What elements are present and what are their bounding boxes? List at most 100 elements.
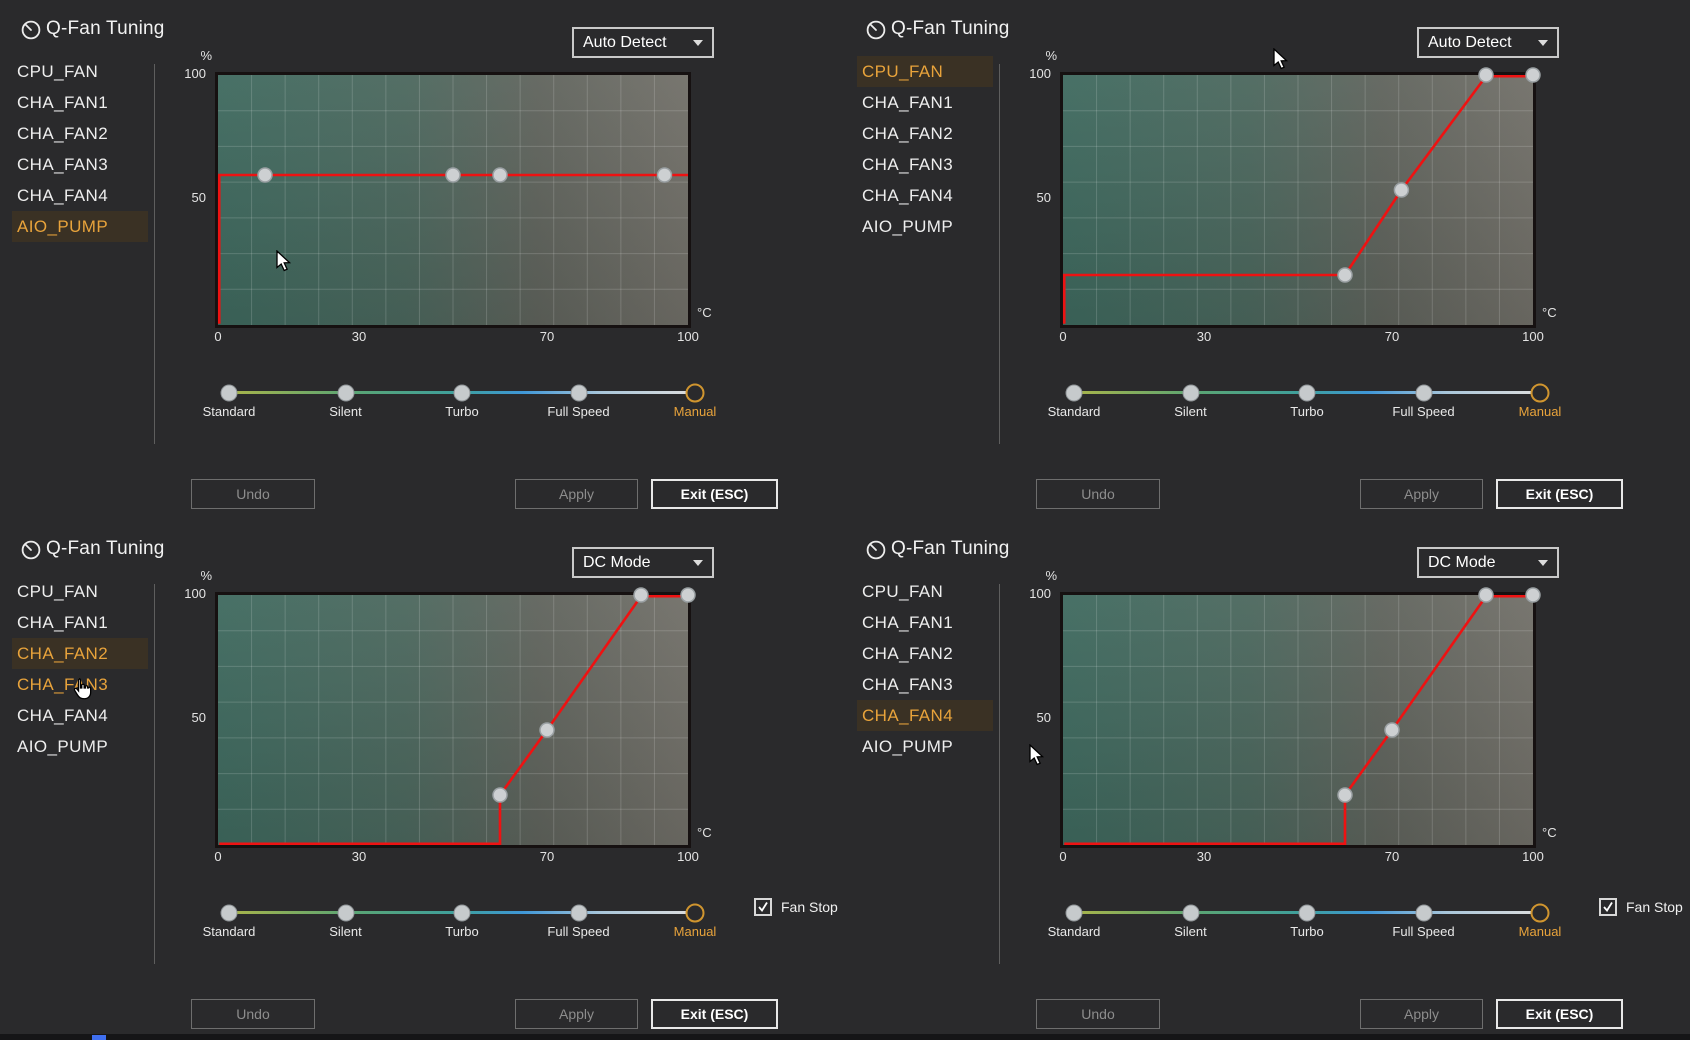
fan-list-item-cha_fan1[interactable]: CHA_FAN1 [17, 93, 109, 112]
curve-point[interactable] [1393, 182, 1410, 198]
profile-stop-turbo[interactable] [1298, 384, 1316, 401]
fan-stop-checkbox[interactable] [1599, 898, 1617, 916]
fan-list-item-cha_fan2[interactable]: CHA_FAN2 [862, 124, 954, 143]
mode-dropdown[interactable]: DC Mode [1417, 547, 1559, 578]
exit-button[interactable]: Exit (ESC) [651, 479, 778, 509]
profile-label-full-speed: Full Speed [547, 924, 610, 939]
profile-stop-manual[interactable] [685, 383, 705, 402]
qfan-panel-bottom-left: Q-Fan Tuning CPU_FAN CHA_FAN1 CHA_FAN2 CHA_… [0, 520, 845, 1040]
fan-list-item-cha_fan3[interactable]: CHA_FAN3 [17, 675, 109, 694]
fan-list: CPU_FAN CHA_FAN1 CHA_FAN2 CHA_FAN3 CHA_FAN4 A… [12, 56, 148, 242]
curve-point[interactable] [680, 587, 696, 603]
x-tick-100: 100 [1522, 329, 1544, 344]
exit-button[interactable]: Exit (ESC) [651, 999, 778, 1029]
profile-stop-silent[interactable] [1182, 904, 1199, 921]
profile-stop-turbo[interactable] [453, 384, 471, 401]
fan-list-item-aio_pump[interactable]: AIO_PUMP [12, 211, 148, 242]
curve-point[interactable] [1525, 67, 1541, 83]
curve-point[interactable] [1337, 267, 1353, 283]
fan-list-item-cpu_fan[interactable]: CPU_FAN [857, 56, 993, 87]
curve-point[interactable] [445, 167, 461, 183]
profile-stop-full-speed[interactable] [1415, 384, 1432, 401]
curve-point[interactable] [1478, 587, 1494, 603]
profile-stop-manual[interactable] [1530, 903, 1550, 922]
profile-stop-silent[interactable] [337, 384, 354, 401]
profile-stop-standard[interactable] [1065, 384, 1083, 401]
fan-list-item-cha_fan3[interactable]: CHA_FAN3 [862, 155, 954, 174]
fan-curve-chart[interactable] [1060, 67, 1541, 328]
curve-point[interactable] [492, 787, 508, 803]
curve-point[interactable] [539, 722, 555, 738]
fan-list-item-cha_fan1[interactable]: CHA_FAN1 [862, 93, 954, 112]
profile-stop-silent[interactable] [1182, 384, 1199, 401]
apply-button[interactable]: Apply [1360, 479, 1483, 509]
fan-list-item-cha_fan2[interactable]: CHA_FAN2 [17, 124, 109, 143]
fan-list-item-cha_fan1[interactable]: CHA_FAN1 [862, 613, 954, 632]
qfan-gauge-icon [865, 19, 887, 41]
fan-list-item-cha_fan4[interactable]: CHA_FAN4 [17, 186, 109, 205]
chevron-down-icon [1538, 560, 1548, 566]
undo-button[interactable]: Undo [191, 479, 315, 509]
profile-stop-full-speed[interactable] [1415, 904, 1432, 921]
y-tick-50: 50 [191, 190, 206, 205]
fan-list-item-cha_fan4[interactable]: CHA_FAN4 [857, 700, 993, 731]
mode-dropdown[interactable]: DC Mode [572, 547, 714, 578]
undo-button[interactable]: Undo [1036, 999, 1160, 1029]
fan-list-item-aio_pump[interactable]: AIO_PUMP [862, 217, 954, 236]
profile-stop-standard[interactable] [220, 384, 238, 401]
profile-stop-turbo[interactable] [453, 904, 471, 921]
undo-button[interactable]: Undo [1036, 479, 1160, 509]
panel-title: Q-Fan Tuning [891, 538, 1010, 559]
mode-dropdown[interactable]: Auto Detect [572, 27, 714, 58]
profile-label-turbo: Turbo [445, 404, 479, 419]
profile-stop-full-speed[interactable] [570, 904, 587, 921]
exit-button[interactable]: Exit (ESC) [1496, 479, 1623, 509]
x-tick-0: 0 [1059, 849, 1067, 864]
x-tick-30: 30 [351, 329, 367, 344]
y-axis-unit: % [200, 48, 212, 63]
curve-point[interactable] [656, 167, 673, 183]
undo-button[interactable]: Undo [191, 999, 315, 1029]
fan-list-item-cha_fan3[interactable]: CHA_FAN3 [17, 155, 109, 174]
profile-stop-full-speed[interactable] [570, 384, 587, 401]
curve-point[interactable] [1525, 587, 1541, 603]
fan-list-item-cpu_fan[interactable]: CPU_FAN [862, 582, 944, 601]
profile-stop-standard[interactable] [220, 904, 238, 921]
fan-list-item-cha_fan2[interactable]: CHA_FAN2 [12, 638, 148, 669]
fan-list-item-cha_fan3[interactable]: CHA_FAN3 [862, 675, 954, 694]
fan-list-item-cha_fan2[interactable]: CHA_FAN2 [862, 644, 954, 663]
profile-stop-silent[interactable] [337, 904, 354, 921]
qfan-gauge-icon [20, 539, 42, 561]
fan-list-item-cpu_fan[interactable]: CPU_FAN [17, 62, 99, 81]
fan-stop-row: Fan Stop [1599, 898, 1683, 916]
x-tick-70: 70 [1384, 849, 1400, 864]
profile-label-manual: Manual [1518, 924, 1562, 939]
apply-button[interactable]: Apply [515, 999, 638, 1029]
curve-point[interactable] [1478, 67, 1494, 83]
fan-list-item-cha_fan1[interactable]: CHA_FAN1 [17, 613, 109, 632]
curve-point[interactable] [1384, 722, 1400, 738]
fan-curve-chart[interactable] [215, 587, 696, 848]
curve-point[interactable] [257, 167, 273, 183]
mode-dropdown[interactable]: Auto Detect [1417, 27, 1559, 58]
profile-stop-turbo[interactable] [1298, 904, 1316, 921]
exit-button[interactable]: Exit (ESC) [1496, 999, 1623, 1029]
mode-dropdown-value: Auto Detect [583, 34, 667, 51]
curve-point[interactable] [1337, 787, 1353, 803]
profile-stop-manual[interactable] [1530, 383, 1550, 402]
fan-curve-chart[interactable] [1060, 587, 1541, 848]
fan-list-item-cpu_fan[interactable]: CPU_FAN [17, 582, 99, 601]
profile-stop-manual[interactable] [685, 903, 705, 922]
fan-list-item-aio_pump[interactable]: AIO_PUMP [862, 737, 954, 756]
fan-list-item-aio_pump[interactable]: AIO_PUMP [17, 737, 109, 756]
apply-button[interactable]: Apply [1360, 999, 1483, 1029]
apply-button[interactable]: Apply [515, 479, 638, 509]
curve-point[interactable] [633, 587, 649, 603]
fan-list: CPU_FAN CHA_FAN1 CHA_FAN2 CHA_FAN3 CHA_FAN4 A… [857, 576, 993, 762]
fan-list-item-cha_fan4[interactable]: CHA_FAN4 [17, 706, 109, 725]
curve-point[interactable] [492, 167, 508, 183]
fan-stop-checkbox[interactable] [754, 898, 772, 916]
fan-curve-chart[interactable] [215, 72, 691, 328]
fan-list-item-cha_fan4[interactable]: CHA_FAN4 [862, 186, 954, 205]
profile-stop-standard[interactable] [1065, 904, 1083, 921]
